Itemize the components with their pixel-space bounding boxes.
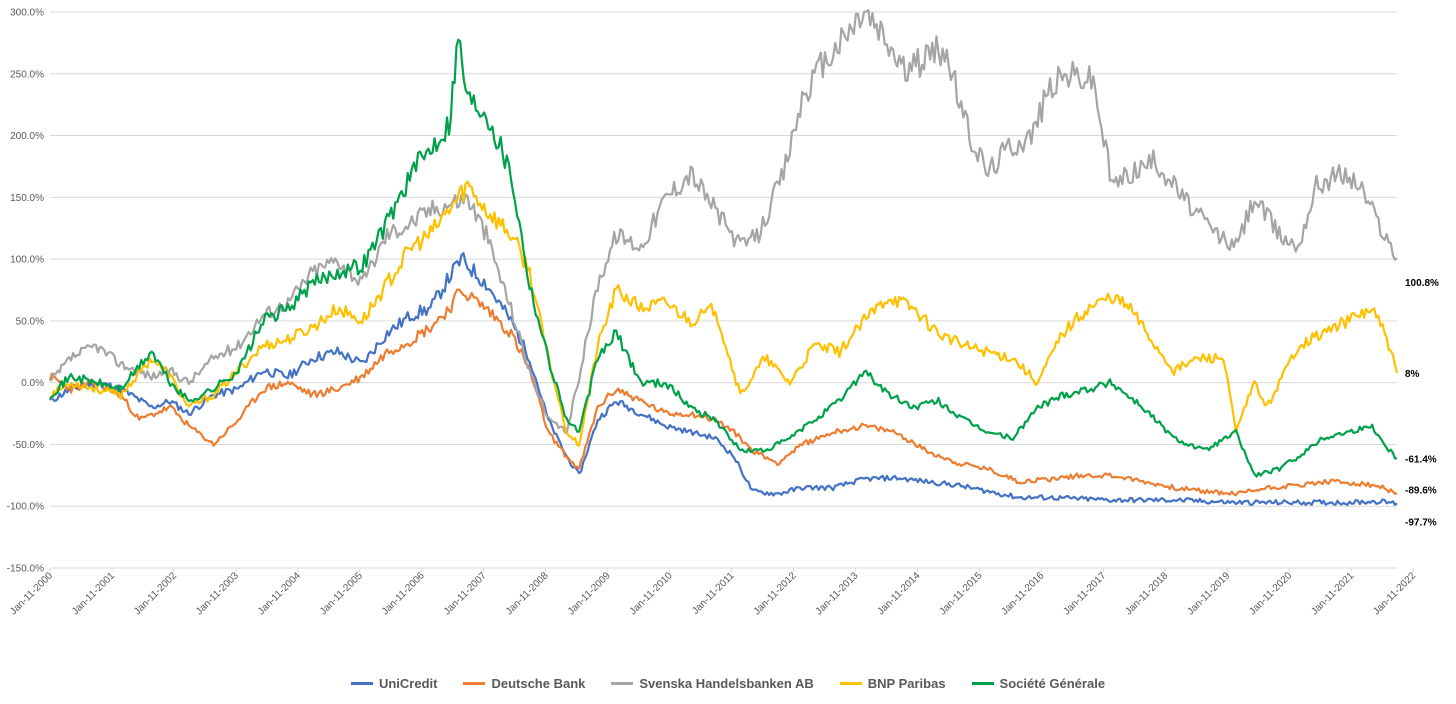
y-tick-label: 200.0% <box>10 131 44 142</box>
end-label: -61.4% <box>1405 455 1437 466</box>
end-label: 100.8% <box>1405 278 1439 289</box>
series-line-soci-t-g-n-rale <box>49 38 1398 478</box>
legend-label: Svenska Handelsbanken AB <box>639 676 814 691</box>
x-tick-label: Jan-11-2020 <box>1247 570 1294 617</box>
y-tick-label: 0.0% <box>21 378 44 389</box>
x-tick-label: Jan-11-2012 <box>752 570 799 617</box>
x-tick-label: Jan-11-2008 <box>504 570 551 617</box>
x-tick-label: Jan-11-2003 <box>194 570 241 617</box>
y-axis-ticks: 300.0% 250.0% 200.0% 150.0% 100.0% 50.0% 0.0% -… <box>7 8 44 575</box>
legend-item: Svenska Handelsbanken AB <box>611 676 814 691</box>
y-tick-label: -150.0% <box>7 564 44 575</box>
x-tick-label: Jan-11-2000 <box>8 570 55 617</box>
x-tick-label: Jan-11-2019 <box>1185 570 1232 617</box>
end-labels: -97.7% -89.6% 100.8% 8% -61.4% <box>1405 278 1439 528</box>
y-tick-label: 100.0% <box>10 255 44 266</box>
x-tick-label: Jan-11-2015 <box>938 570 985 617</box>
x-tick-label: Jan-11-2005 <box>318 570 365 617</box>
series-line-deutsche-bank <box>48 288 1398 497</box>
x-tick-label: Jan-11-2013 <box>814 570 861 617</box>
legend-item: UniCredit <box>350 676 438 691</box>
legend-label: UniCredit <box>378 676 438 691</box>
x-tick-label: Jan-11-2009 <box>566 570 613 617</box>
legend-label: BNP Paribas <box>867 676 946 691</box>
x-tick-label: Jan-11-2004 <box>256 570 303 617</box>
x-axis-ticks: Jan-11-2000 Jan-11-2001 Jan-11-2002 Jan-11-… <box>8 568 1419 617</box>
series-line-bnp-paribas <box>49 180 1399 447</box>
series-line-unicredit <box>49 252 1398 507</box>
end-label: 8% <box>1405 369 1420 380</box>
chart-legend: UniCredit Deutsche Bank Svenska Handelsban… <box>0 676 1456 691</box>
legend-swatch <box>611 682 634 685</box>
legend-item: BNP Paribas <box>839 676 946 691</box>
x-tick-label: Jan-11-2016 <box>1000 570 1047 617</box>
x-tick-label: Jan-11-2002 <box>132 570 179 617</box>
x-tick-label: Jan-11-2007 <box>442 570 489 617</box>
legend-item: Deutsche Bank <box>463 676 585 691</box>
x-tick-label: Jan-11-2022 <box>1371 570 1418 617</box>
legend-swatch <box>350 682 373 685</box>
x-tick-label: Jan-11-2021 <box>1309 570 1356 617</box>
legend-label: Société Générale <box>999 676 1106 691</box>
x-tick-label: Jan-11-2011 <box>690 570 737 617</box>
legend-swatch <box>463 682 486 685</box>
legend-swatch <box>971 682 994 685</box>
x-tick-label: Jan-11-2001 <box>70 570 117 617</box>
y-tick-label: 250.0% <box>10 69 44 80</box>
x-tick-label: Jan-11-2014 <box>876 570 923 617</box>
legend-label: Deutsche Bank <box>491 676 586 691</box>
x-tick-label: Jan-11-2006 <box>380 570 427 617</box>
legend-item: Société Générale <box>971 676 1106 691</box>
y-tick-label: 50.0% <box>16 316 44 327</box>
x-tick-label: Jan-11-2017 <box>1061 570 1108 617</box>
y-tick-label: 300.0% <box>10 8 44 19</box>
gridlines <box>50 11 1397 569</box>
end-label: -97.7% <box>1405 517 1437 528</box>
legend-swatch <box>839 682 862 685</box>
series-lines <box>48 9 1399 507</box>
end-label: -89.6% <box>1405 485 1437 496</box>
x-tick-label: Jan-11-2010 <box>628 570 675 617</box>
y-tick-label: -50.0% <box>12 440 44 451</box>
y-tick-label: 150.0% <box>10 193 44 204</box>
x-tick-label: Jan-11-2018 <box>1123 570 1170 617</box>
y-tick-label: -100.0% <box>7 502 44 513</box>
